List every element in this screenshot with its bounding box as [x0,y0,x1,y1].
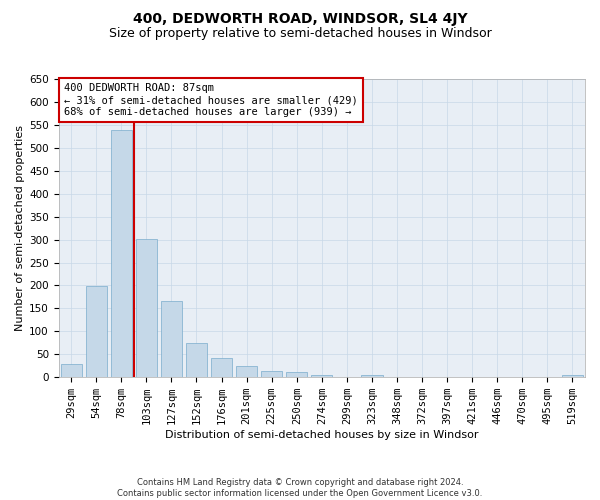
Bar [86,286,107,377]
Text: Contains HM Land Registry data © Crown copyright and database right 2024.
Contai: Contains HM Land Registry data © Crown c… [118,478,482,498]
Bar [286,372,307,377]
Bar [562,375,583,377]
Text: 400, DEDWORTH ROAD, WINDSOR, SL4 4JY: 400, DEDWORTH ROAD, WINDSOR, SL4 4JY [133,12,467,26]
Bar [136,238,157,377]
Bar [236,366,257,377]
Bar [161,300,182,377]
Bar [311,375,332,377]
Bar [110,130,132,377]
Y-axis label: Number of semi-detached properties: Number of semi-detached properties [15,125,25,331]
Bar [186,344,207,377]
Bar [61,364,82,377]
Text: 400 DEDWORTH ROAD: 87sqm
← 31% of semi-detached houses are smaller (429)
68% of : 400 DEDWORTH ROAD: 87sqm ← 31% of semi-d… [64,84,358,116]
X-axis label: Distribution of semi-detached houses by size in Windsor: Distribution of semi-detached houses by … [165,430,479,440]
Bar [211,358,232,377]
Bar [361,375,383,377]
Bar [261,371,283,377]
Text: Size of property relative to semi-detached houses in Windsor: Size of property relative to semi-detach… [109,28,491,40]
